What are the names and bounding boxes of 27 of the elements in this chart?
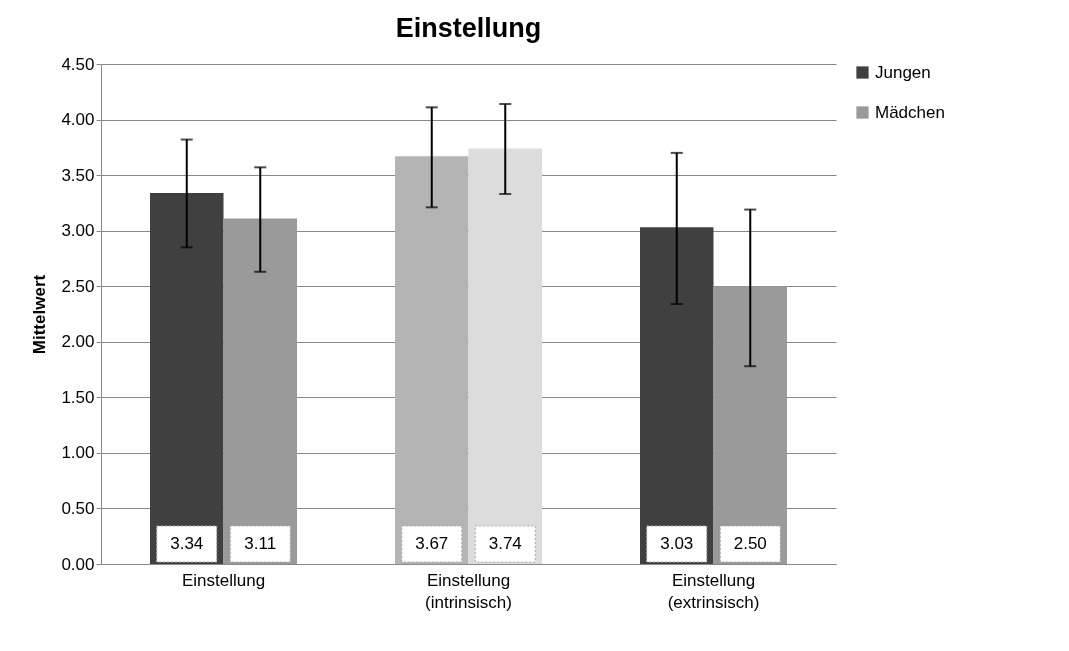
- data-label: 3.67: [415, 534, 449, 553]
- bar: [150, 192, 224, 564]
- x-tick-label: Einstellung (extrinsisch): [667, 570, 760, 612]
- y-tick-label: 0.00: [61, 554, 95, 574]
- x-tick-label: Einstellung: [181, 570, 266, 590]
- bar: [395, 156, 469, 564]
- data-label: 3.34: [170, 534, 204, 553]
- y-tick-label: 1.00: [61, 443, 95, 463]
- data-label: 3.03: [660, 534, 694, 553]
- y-tick-label: 4.50: [61, 54, 95, 74]
- data-label: 3.74: [488, 534, 522, 553]
- x-tick-label: Einstellung (intrinsisch): [425, 570, 512, 612]
- y-tick-label: 0.50: [61, 498, 95, 518]
- y-tick-label: 3.50: [61, 165, 95, 185]
- legend-label: Jungen: [875, 62, 931, 82]
- bar: [223, 218, 297, 564]
- chart-title: Einstellung: [395, 13, 542, 43]
- legend-label: Mädchen: [875, 102, 945, 122]
- y-tick-label: 2.50: [61, 276, 95, 296]
- data-label: 3.11: [244, 534, 277, 553]
- y-tick-label: 3.00: [61, 221, 95, 241]
- y-tick-label: 2.00: [61, 332, 95, 352]
- data-label: 2.50: [733, 534, 767, 553]
- y-axis-title: Mittelwert: [30, 274, 50, 355]
- bar: [468, 148, 542, 564]
- y-tick-label: 4.00: [61, 110, 95, 130]
- y-tick-label: 1.50: [61, 387, 95, 407]
